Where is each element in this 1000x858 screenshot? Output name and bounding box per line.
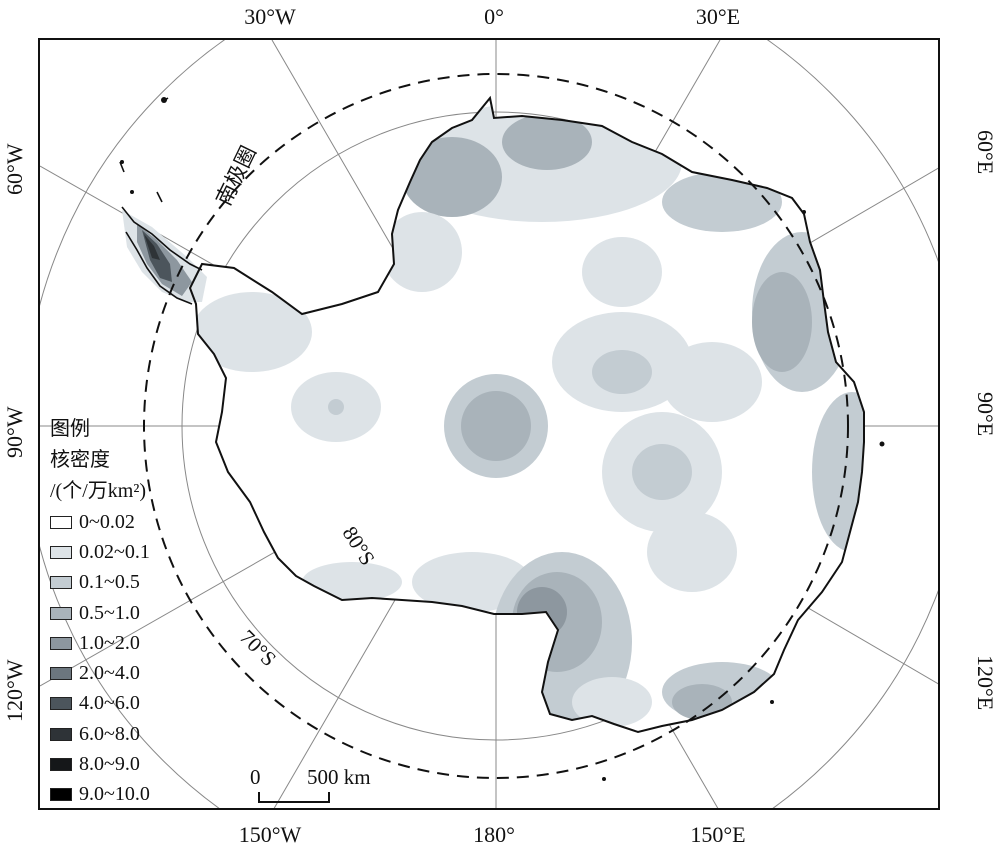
scale-start-label: 0 (250, 765, 261, 789)
legend-unit: /(个/万km²) (50, 480, 146, 502)
lon-label-bottom-150e: 150°E (690, 822, 746, 847)
legend-swatch (50, 667, 72, 681)
legend-swatch (50, 576, 72, 590)
legend-swatch (50, 515, 72, 529)
peninsula-density (122, 210, 207, 302)
legend-item: 4.0~6.0 (50, 689, 150, 719)
scale-end-label: 500 km (307, 765, 371, 789)
map-frame: 南极圈 80°S 70°S 0 500 km (38, 38, 940, 810)
legend-item: 9.0~10.0 (50, 780, 150, 810)
legend-swatch (50, 727, 72, 741)
legend-label: 8.0~9.0 (79, 753, 140, 776)
lon-label-top-0: 0° (484, 4, 504, 29)
legend-item: 6.0~8.0 (50, 719, 150, 749)
legend-label: 1.0~2.0 (79, 631, 140, 654)
legend-subtitle: 核密度 (50, 449, 110, 471)
legend-item: 1.0~2.0 (50, 628, 150, 658)
coastline (188, 95, 865, 734)
legend-swatch (50, 636, 72, 650)
lon-label-left-90w: 90°W (2, 406, 27, 458)
legend-label: 0.02~0.1 (79, 540, 150, 563)
legend-item: 8.0~9.0 (50, 749, 150, 779)
lon-label-right-90e: 90°E (973, 392, 998, 437)
legend-swatch (50, 606, 72, 620)
legend-swatch (50, 697, 72, 711)
legend-label: 6.0~8.0 (79, 722, 140, 745)
legend-label: 9.0~10.0 (79, 783, 150, 806)
legend-label: 0~0.02 (79, 510, 135, 533)
lon-label-left-120w: 120°W (2, 659, 27, 722)
legend-swatch (50, 758, 72, 772)
lon-label-left-60w: 60°W (2, 143, 27, 195)
legend-item: 2.0~4.0 (50, 658, 150, 688)
legend-item: 0.1~0.5 (50, 568, 150, 598)
legend-label: 0.1~0.5 (79, 571, 140, 594)
islands (120, 97, 885, 781)
legend-swatch (50, 545, 72, 559)
antarctica-map (40, 40, 938, 808)
lon-label-bottom-150w: 150°W (238, 822, 302, 847)
legend-label: 2.0~4.0 (79, 662, 140, 685)
legend: 图例 核密度 /(个/万km²) 0~0.02 0.02~0.1 0.1~0.5 0.… (50, 414, 150, 810)
legend-label: 4.0~6.0 (79, 692, 140, 715)
legend-title: 图例 (50, 418, 90, 440)
legend-swatch (50, 788, 72, 802)
legend-label: 0.5~1.0 (79, 601, 140, 624)
legend-items: 0~0.02 0.02~0.1 0.1~0.5 0.5~1.0 1.0~2.0 2.0~4… (50, 507, 150, 810)
lon-label-top-30e: 30°E (695, 4, 741, 29)
lon-label-right-120e: 120°E (973, 655, 998, 711)
lon-label-bottom-180: 180° (473, 822, 515, 847)
lon-label-top-30w: 30°W (244, 4, 296, 29)
legend-item: 0~0.02 (50, 507, 150, 537)
scale-bar (258, 792, 330, 803)
legend-item: 0.02~0.1 (50, 537, 150, 567)
lon-label-right-60e: 60°E (973, 130, 998, 175)
antarctic-circle (143, 73, 849, 779)
legend-item: 0.5~1.0 (50, 598, 150, 628)
